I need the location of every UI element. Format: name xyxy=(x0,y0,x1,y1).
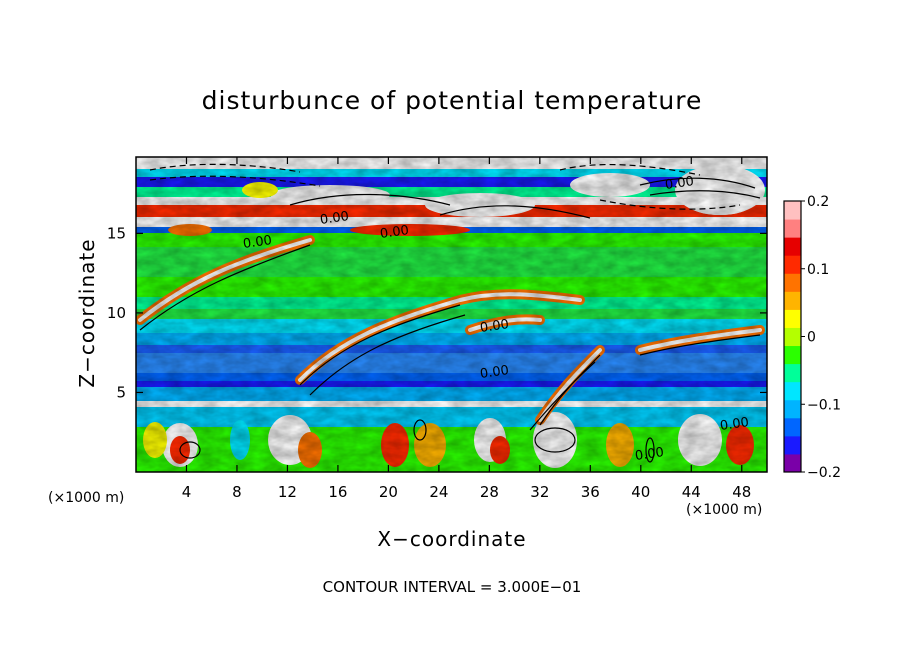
x-tick-label: 32 xyxy=(530,483,549,501)
contour-lines xyxy=(139,163,761,463)
contour-label: 0.00 xyxy=(479,363,510,382)
contour-loop xyxy=(534,427,576,453)
y-tick-label: 10 xyxy=(107,304,126,322)
colorbar-tick-label: −0.1 xyxy=(807,397,841,413)
contour-interval-note: CONTOUR INTERVAL = 3.000E−01 xyxy=(322,578,582,596)
contour-label: 0.00 xyxy=(664,174,695,193)
x-tick-label: 12 xyxy=(278,483,297,501)
x-tick-label: 48 xyxy=(732,483,751,501)
colorbar: 0.2 0.1 0 −0.1 −0.2 xyxy=(783,194,841,481)
colorbar-segment xyxy=(784,381,801,401)
colorbar-segment xyxy=(784,345,801,365)
colorbar-segment xyxy=(784,273,801,292)
contour-loop xyxy=(179,441,201,459)
x-tick-label: 4 xyxy=(182,483,192,501)
contour-label: 0.00 xyxy=(379,223,410,242)
contour-line xyxy=(289,193,451,206)
y-tick-label: 5 xyxy=(116,383,126,401)
x-tick-label: 24 xyxy=(429,483,448,501)
contour-labels: 0.00 0.00 0.00 0.00 0.00 0.00 0.00 0.00 xyxy=(242,174,750,464)
colorbar-segment xyxy=(784,291,801,310)
colorbar-segment xyxy=(784,237,801,256)
contour-line xyxy=(139,244,311,331)
contour-line xyxy=(649,190,761,199)
contour-line xyxy=(639,334,761,356)
colorbar-tick-label: 0 xyxy=(807,330,816,346)
colorbar-segment xyxy=(784,417,801,437)
x-tick-label: 44 xyxy=(682,483,701,501)
contour-line xyxy=(439,205,591,219)
chart-title: disturbunce of potential temperature xyxy=(201,86,703,115)
contour-label: 0.00 xyxy=(319,209,350,228)
contour-line xyxy=(529,361,596,431)
colorbar-segment xyxy=(784,255,801,274)
x-tick-label: 20 xyxy=(379,483,398,501)
colorbar-tick-label: −0.2 xyxy=(807,465,841,481)
contour-label: 0.00 xyxy=(719,415,750,434)
x-tick-label: 28 xyxy=(480,483,499,501)
plot-frame xyxy=(135,156,768,473)
heatmap-field xyxy=(136,157,767,472)
x-unit-label-left: (×1000 m) xyxy=(48,490,125,506)
y-axis: 5 10 15 xyxy=(107,224,767,401)
contour-line xyxy=(299,304,461,386)
colorbar-segment xyxy=(784,363,801,383)
x-tick-label: 16 xyxy=(328,483,347,501)
colorbar-tick-label: 0.1 xyxy=(807,262,829,278)
x-unit-label-right: (×1000 m) xyxy=(686,502,763,518)
x-axis: 4 8 12 16 20 24 28 32 36 40 44 48 xyxy=(182,157,751,501)
contour-line xyxy=(559,163,701,176)
contour-line xyxy=(309,314,466,396)
colorbar-segment xyxy=(784,399,801,419)
contour-line xyxy=(639,177,756,189)
x-axis-label: X−coordinate xyxy=(377,527,527,551)
colorbar-tick-label: 0.2 xyxy=(807,194,829,210)
x-tick-label: 8 xyxy=(232,483,242,501)
y-tick-label: 15 xyxy=(107,224,126,242)
contour-label: 0.00 xyxy=(634,445,665,464)
contour-line xyxy=(149,163,301,173)
colorbar-segment xyxy=(784,435,801,455)
colorbar-segment xyxy=(784,219,801,238)
contour-line xyxy=(149,175,321,187)
colorbar-segment xyxy=(784,327,801,347)
contour-loop xyxy=(645,437,655,463)
colorbar-segment xyxy=(784,453,801,473)
x-tick-label: 36 xyxy=(581,483,600,501)
field-texture xyxy=(136,157,767,472)
contour-label: 0.00 xyxy=(479,317,510,336)
colorbar-segment xyxy=(784,201,801,220)
x-tick-label: 40 xyxy=(631,483,650,501)
colorbar-segment xyxy=(784,309,801,328)
contour-label: 0.00 xyxy=(242,233,273,252)
contour-line xyxy=(599,199,741,210)
contour-loop xyxy=(413,419,427,441)
